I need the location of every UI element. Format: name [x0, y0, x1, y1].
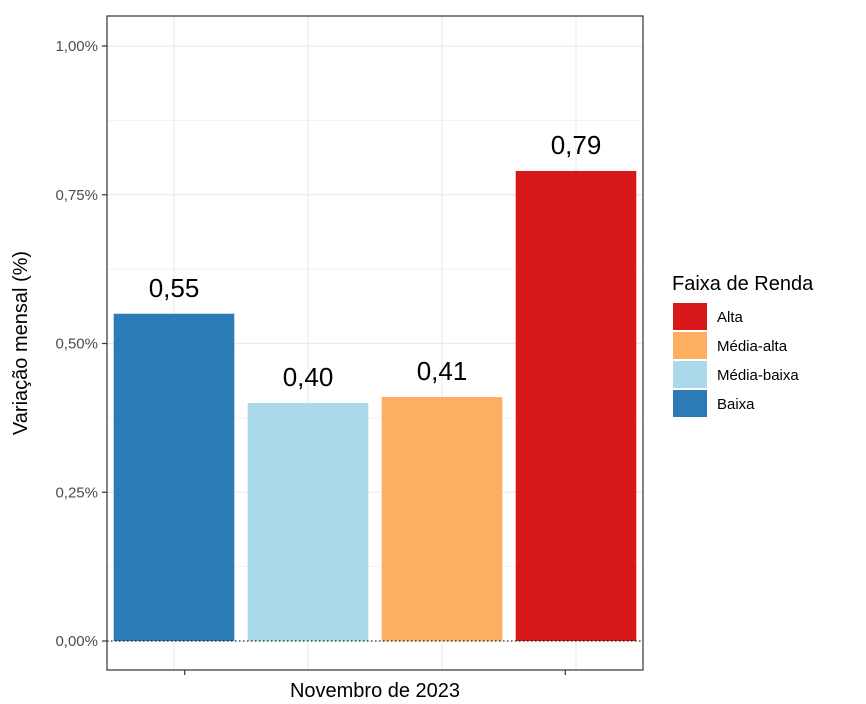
legend-key — [673, 361, 707, 388]
legend-label: Baixa — [717, 396, 755, 413]
y-tick-label: 0,75% — [55, 187, 98, 204]
data-label: 0,55 — [149, 273, 200, 303]
y-tick-label: 0,00% — [55, 633, 98, 650]
y-tick-label: 0,50% — [55, 336, 98, 353]
plot-panel-border — [106, 15, 644, 671]
y-tick-label: 0,25% — [55, 484, 98, 501]
bar-média-baixa — [247, 403, 369, 641]
legend: Faixa de Renda Alta Média-alta Média-baixa… — [672, 273, 814, 417]
bars — [113, 170, 637, 641]
data-label: 0,79 — [551, 130, 602, 160]
y-tick-label: 1,00% — [55, 38, 98, 55]
legend-key — [673, 303, 707, 330]
axes: 0,00% 0,25% 0,50% 0,75% 1,00% — [55, 38, 643, 675]
x-axis-title: Novembro de 2023 — [290, 680, 460, 702]
legend-label: Média-baixa — [717, 367, 799, 384]
bar-alta — [515, 170, 637, 641]
data-labels: 0,55 0,40 0,41 0,79 — [149, 130, 602, 392]
legend-title: Faixa de Renda — [672, 273, 814, 295]
bar-baixa — [113, 313, 235, 641]
y-axis-title: Variação mensal (%) — [10, 251, 32, 435]
legend-label: Alta — [717, 309, 744, 326]
legend-key — [673, 332, 707, 359]
data-label: 0,41 — [417, 356, 468, 386]
legend-label: Média-alta — [717, 338, 788, 355]
data-label: 0,40 — [283, 362, 334, 392]
bar-média-alta — [381, 397, 503, 641]
legend-key — [673, 390, 707, 417]
